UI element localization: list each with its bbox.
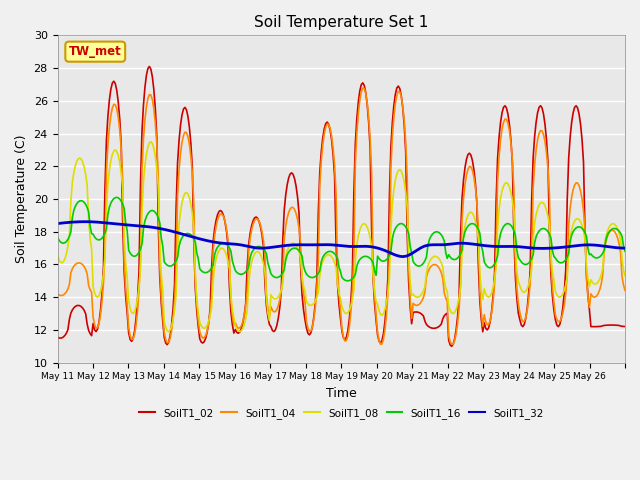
- SoilT1_16: [461, 229, 469, 235]
- Text: TW_met: TW_met: [69, 45, 122, 58]
- SoilT1_04: [448, 342, 456, 348]
- SoilT1_02: [145, 63, 153, 69]
- SoilT1_02: [461, 165, 469, 170]
- SoilT1_08: [54, 252, 61, 258]
- SoilT1_32: [399, 254, 406, 260]
- SoilT1_32: [620, 245, 627, 251]
- SoilT1_16: [349, 276, 356, 282]
- SoilT1_02: [621, 324, 629, 329]
- SoilT1_32: [73, 219, 81, 225]
- SoilT1_04: [54, 291, 61, 297]
- SoilT1_08: [461, 223, 469, 229]
- SoilT1_08: [91, 290, 99, 296]
- SoilT1_04: [346, 324, 353, 329]
- SoilT1_02: [620, 324, 627, 329]
- Line: SoilT1_32: SoilT1_32: [58, 222, 625, 257]
- SoilT1_04: [91, 322, 99, 327]
- Y-axis label: Soil Temperature (C): Soil Temperature (C): [15, 135, 28, 263]
- SoilT1_08: [620, 267, 627, 273]
- SoilT1_16: [344, 278, 352, 284]
- Title: Soil Temperature Set 1: Soil Temperature Set 1: [254, 15, 428, 30]
- SoilT1_32: [92, 219, 100, 225]
- SoilT1_02: [448, 343, 456, 349]
- SoilT1_16: [545, 231, 553, 237]
- SoilT1_08: [349, 297, 356, 302]
- SoilT1_04: [545, 192, 553, 198]
- SoilT1_02: [347, 298, 355, 303]
- SoilT1_16: [54, 235, 61, 240]
- SoilT1_32: [545, 245, 553, 251]
- SoilT1_02: [545, 229, 553, 235]
- SoilT1_32: [621, 245, 629, 251]
- SoilT1_02: [91, 327, 99, 333]
- SoilT1_32: [347, 244, 355, 250]
- SoilT1_04: [620, 282, 627, 288]
- SoilT1_08: [545, 223, 553, 228]
- SoilT1_32: [54, 221, 61, 227]
- SoilT1_08: [621, 273, 629, 279]
- SoilT1_32: [461, 240, 469, 246]
- SoilT1_32: [82, 219, 90, 225]
- SoilT1_02: [73, 303, 81, 309]
- Line: SoilT1_08: SoilT1_08: [58, 142, 625, 332]
- Line: SoilT1_16: SoilT1_16: [58, 197, 625, 281]
- X-axis label: Time: Time: [326, 387, 356, 400]
- SoilT1_04: [461, 182, 469, 188]
- SoilT1_08: [147, 139, 155, 144]
- SoilT1_16: [91, 234, 99, 240]
- SoilT1_08: [73, 158, 81, 164]
- Legend: SoilT1_02, SoilT1_04, SoilT1_08, SoilT1_16, SoilT1_32: SoilT1_02, SoilT1_04, SoilT1_08, SoilT1_…: [135, 404, 548, 423]
- Line: SoilT1_02: SoilT1_02: [58, 66, 625, 346]
- SoilT1_02: [54, 334, 61, 340]
- SoilT1_16: [73, 201, 81, 206]
- Line: SoilT1_04: SoilT1_04: [58, 88, 625, 345]
- SoilT1_04: [73, 261, 81, 266]
- SoilT1_16: [113, 194, 120, 200]
- SoilT1_16: [620, 243, 627, 249]
- SoilT1_16: [621, 248, 629, 254]
- SoilT1_04: [621, 288, 629, 293]
- SoilT1_08: [236, 329, 244, 335]
- SoilT1_04: [359, 85, 367, 91]
